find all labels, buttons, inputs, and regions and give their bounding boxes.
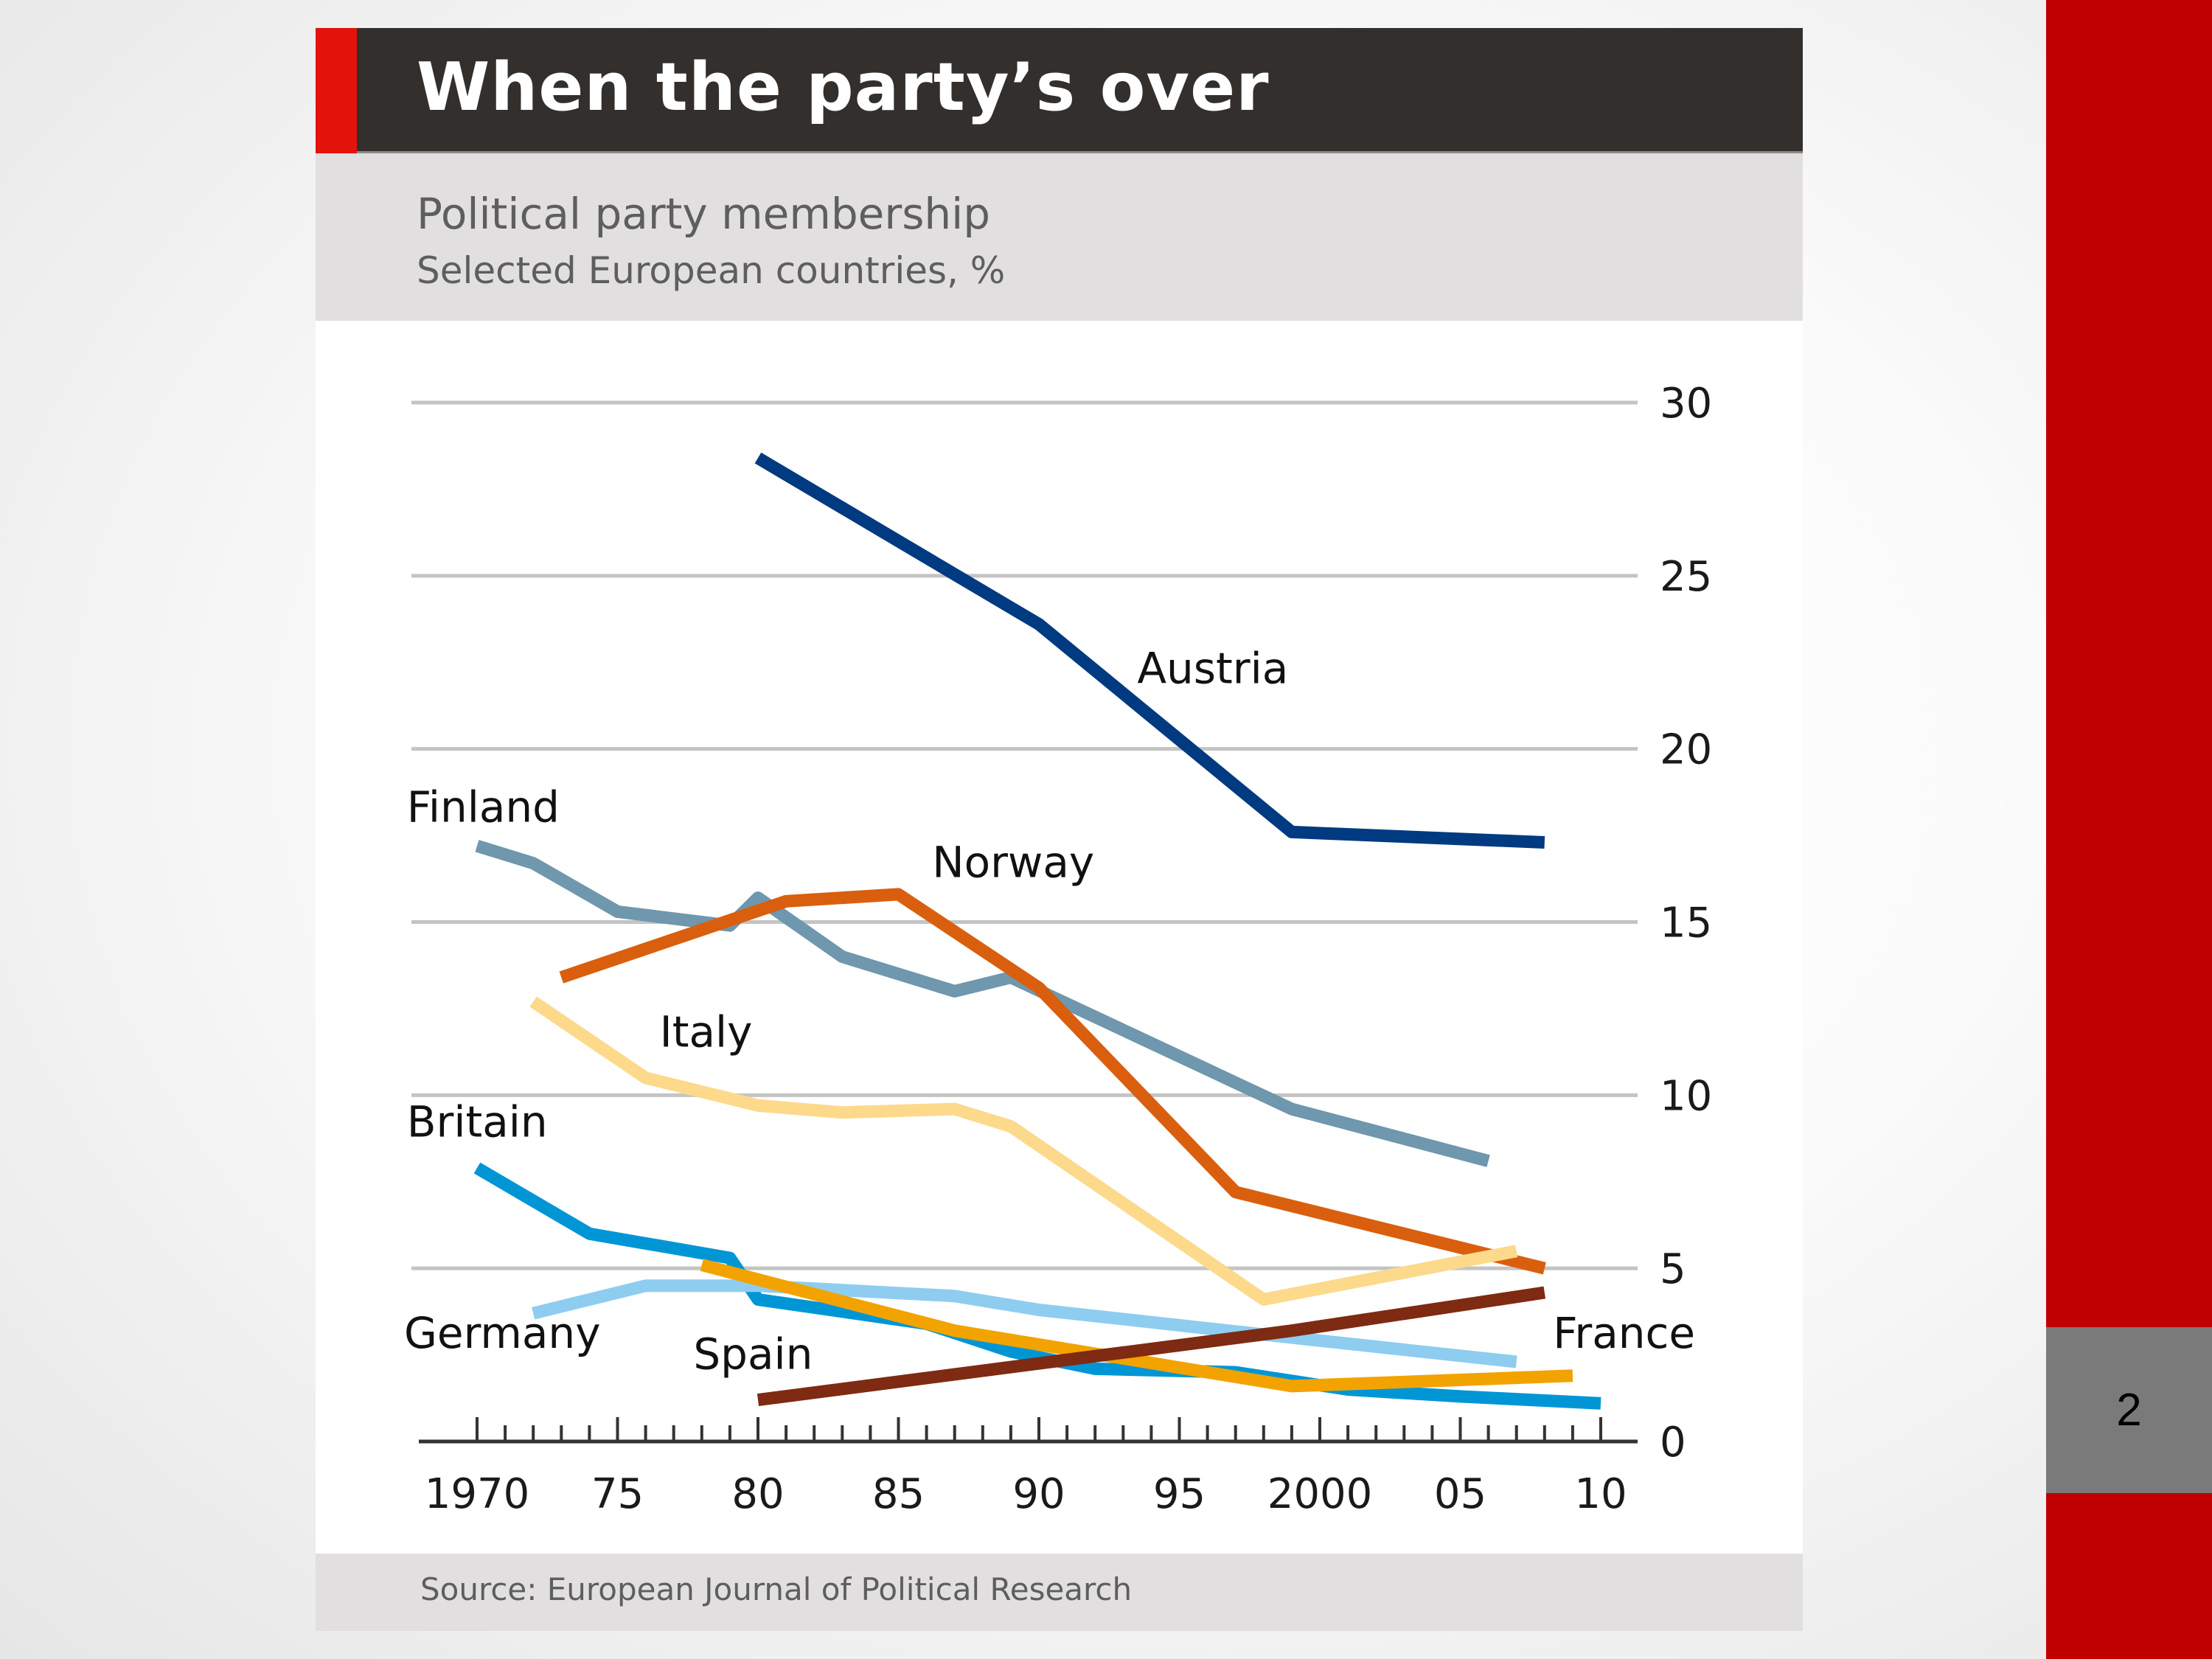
x-axis: 1970 75 80 85 90 95 2000 05 10: [419, 1417, 1638, 1518]
header-red-accent: [316, 28, 357, 153]
y-tick-label: 25: [1660, 553, 1712, 601]
series-label-britain: Britain: [407, 1097, 548, 1147]
series-label-spain: Spain: [693, 1329, 813, 1379]
series-label-austria: Austria: [1137, 643, 1288, 693]
series-line-austria: [754, 452, 1545, 849]
chart-subtitle: Political party membership: [417, 189, 991, 239]
series-line-finland: [475, 840, 1490, 1167]
series-labels: Austria Finland Norway Italy Britain Germany F…: [404, 643, 1695, 1379]
x-tick-label: 80: [731, 1470, 784, 1518]
source-footer: Source: European Journal of Political Re…: [316, 1554, 1803, 1631]
x-tick-label: 10: [1574, 1470, 1627, 1518]
series-label-italy: Italy: [660, 1007, 753, 1057]
y-tick-label: 20: [1660, 726, 1712, 774]
y-axis-tick-labels: 0 5 10 15 20 25 30: [1660, 380, 1712, 1467]
page-number: 2: [2116, 1385, 2142, 1436]
series-label-finland: Finland: [407, 782, 560, 832]
y-tick-label: 10: [1660, 1072, 1712, 1120]
page-number-box: 2: [2046, 1327, 2212, 1493]
y-tick-label: 15: [1660, 900, 1712, 947]
x-tick-label: 85: [872, 1470, 925, 1518]
x-tick-label: 2000: [1267, 1470, 1373, 1518]
chart-header: When the party’s over: [316, 28, 1803, 153]
series-label-germany: Germany: [404, 1308, 601, 1358]
subtitle-panel: Political party membership Selected Euro…: [316, 153, 1803, 321]
series-label-norway: Norway: [932, 837, 1094, 887]
chart-title: When the party’s over: [417, 49, 1270, 126]
source-note: Source: European Journal of Political Re…: [420, 1571, 1133, 1607]
series-line-germany: [532, 1279, 1517, 1368]
series-line-britain: [473, 1162, 1601, 1410]
series-label-france: France: [1553, 1308, 1695, 1358]
x-tick-label: 75: [591, 1470, 644, 1518]
y-tick-label: 5: [1660, 1245, 1686, 1293]
y-tick-label: 30: [1660, 380, 1712, 428]
x-tick-label: 90: [1012, 1470, 1065, 1518]
y-tick-label: 0: [1660, 1419, 1686, 1467]
chart-card: When the party’s over Political party me…: [316, 28, 1803, 1631]
chart-subtitle-units: Selected European countries, %: [417, 249, 1006, 292]
x-tick-label: 1970: [425, 1470, 530, 1518]
series-line-italy: [529, 996, 1518, 1306]
series-line-spain: [757, 1286, 1546, 1407]
gridlines: [411, 400, 1638, 1270]
series-lines: [473, 452, 1601, 1410]
x-tick-label: 05: [1434, 1470, 1486, 1518]
series-line-norway: [559, 888, 1546, 1275]
x-tick-label: 95: [1153, 1470, 1206, 1518]
